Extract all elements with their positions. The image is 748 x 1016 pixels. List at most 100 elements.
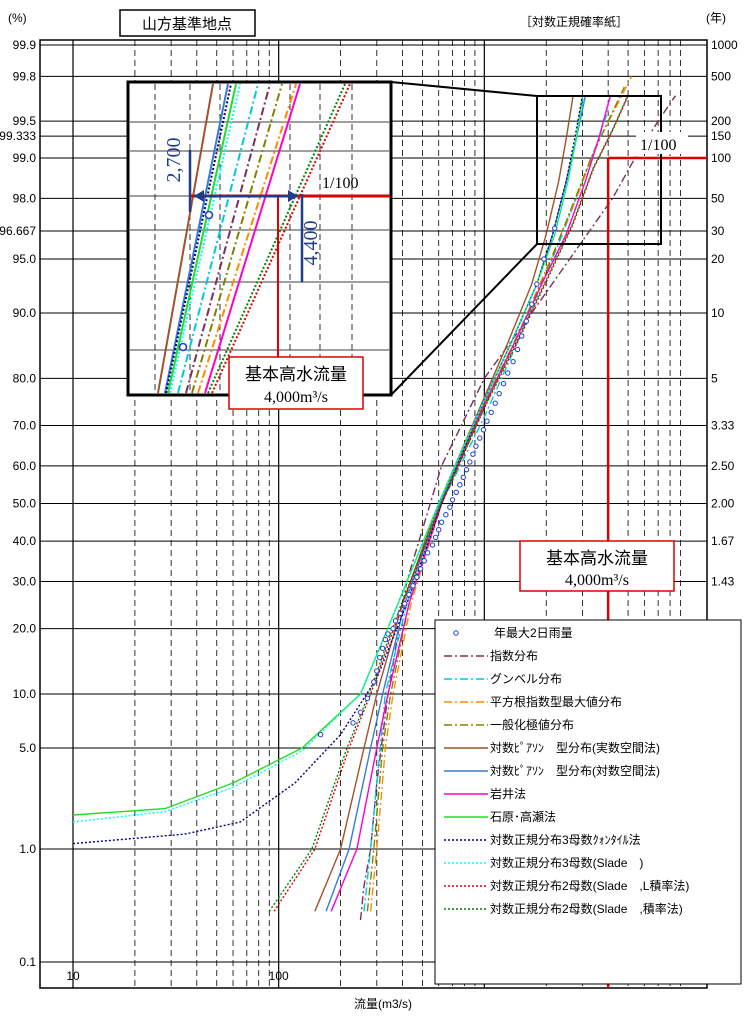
observed-point bbox=[401, 601, 408, 607]
inset-series-line bbox=[211, 83, 351, 394]
y-tick-label: 98.0 bbox=[13, 191, 37, 205]
zoom-connector-top bbox=[390, 81, 538, 97]
y-tick-label: 90.0 bbox=[13, 306, 37, 320]
observed-point bbox=[364, 695, 371, 702]
inset-design-value: 4,000m³/s bbox=[264, 389, 328, 406]
return-period-tick-label: 150 bbox=[711, 129, 731, 143]
y-tick-label: 30.0 bbox=[13, 574, 37, 588]
legend-box bbox=[434, 619, 742, 985]
design-flow-box bbox=[519, 540, 675, 592]
observed-point bbox=[477, 435, 483, 441]
inset-series-line bbox=[165, 83, 232, 394]
y-tick-label: 0.1 bbox=[19, 955, 36, 969]
inset-series-line bbox=[204, 83, 301, 394]
y-tick-label: 40.0 bbox=[13, 534, 37, 548]
y-tick-label: 1.0 bbox=[19, 842, 36, 856]
series-layer bbox=[72, 76, 707, 988]
observed-point bbox=[397, 610, 403, 617]
inset-high-label: 4,400 bbox=[300, 221, 322, 266]
observed-point bbox=[438, 519, 445, 525]
y-tick-label: 50.0 bbox=[13, 497, 37, 511]
return-period-tick-label: 30 bbox=[711, 224, 725, 238]
legend-label: 平方根指数型最大値分布 bbox=[490, 694, 622, 709]
y-tick-label: 99.5 bbox=[13, 114, 37, 128]
observed-point bbox=[467, 459, 473, 465]
observed-point bbox=[470, 451, 476, 457]
x-tick-label: 100 bbox=[269, 969, 289, 983]
y-tick-label: 99.0 bbox=[13, 151, 37, 165]
observed-point bbox=[505, 370, 511, 376]
design-flow-value: 4,000m³/s bbox=[565, 572, 629, 589]
y-tick-label: 99.333 bbox=[0, 129, 36, 143]
legend-label: 対数ﾋﾟｱｿﾝ 型分布(対数空間法) bbox=[490, 763, 660, 778]
series-line bbox=[268, 95, 629, 912]
observed-point bbox=[377, 654, 383, 661]
series-line bbox=[366, 86, 626, 912]
main-1-100-bg bbox=[636, 132, 688, 154]
observed-point bbox=[534, 281, 540, 287]
inset-observed-point bbox=[178, 342, 188, 352]
inset-arrow-head-left bbox=[194, 190, 204, 202]
y-tick-label: 80.0 bbox=[13, 371, 37, 385]
return-period-tick-label: 20 bbox=[711, 252, 725, 266]
observed-point bbox=[421, 558, 427, 564]
main-1-100-label: 1/100 bbox=[640, 137, 676, 154]
observed-point bbox=[449, 497, 456, 503]
y-tick-label: 70.0 bbox=[13, 419, 37, 433]
inset-series-line bbox=[207, 83, 346, 394]
observed-point bbox=[424, 550, 431, 556]
inset-design-box bbox=[228, 356, 364, 410]
observed-points bbox=[317, 225, 558, 842]
left-unit-label: (%) bbox=[8, 11, 27, 25]
series-line bbox=[314, 95, 574, 912]
x-axis-label: 流量(m3/s) bbox=[354, 997, 412, 1011]
x-tick-label: 10 bbox=[66, 969, 80, 983]
observed-point bbox=[510, 358, 516, 365]
y-tick-label: 99.8 bbox=[13, 69, 37, 83]
inset-series-line bbox=[169, 83, 241, 394]
observed-point bbox=[500, 380, 507, 387]
observed-point bbox=[463, 466, 470, 473]
observed-point bbox=[496, 390, 502, 397]
y-tick-label: 95.0 bbox=[13, 252, 37, 266]
return-period-tick-label: 5 bbox=[711, 371, 718, 385]
y-tick-label: 5.0 bbox=[19, 741, 36, 755]
return-period-tick-label: 200 bbox=[711, 114, 731, 128]
observed-point bbox=[529, 301, 535, 307]
inset-low-label: 2,700 bbox=[163, 138, 185, 183]
observed-point bbox=[432, 534, 439, 541]
inset-observed-point bbox=[204, 210, 214, 220]
design-flow-annotation: 基本高水流量 4,000m³/s bbox=[519, 540, 675, 592]
legend-marker bbox=[453, 630, 459, 636]
legend-label: 石原･高瀬法 bbox=[490, 809, 556, 824]
series-line bbox=[359, 95, 677, 921]
series-line bbox=[273, 95, 629, 912]
legend-label: 対数正規分布2母数(Slade ,L積率法) bbox=[490, 878, 689, 893]
return-period-tick-label: 1.67 bbox=[711, 534, 735, 548]
observed-point bbox=[374, 668, 380, 674]
return-period-tick-label: 2.50 bbox=[711, 459, 735, 473]
legend-label: 対数正規分布2母数(Slade ,積率法) bbox=[490, 901, 683, 916]
observed-point bbox=[523, 318, 530, 324]
design-flow-label: 基本高水流量 bbox=[546, 549, 648, 568]
observed-point bbox=[406, 591, 412, 598]
series-line bbox=[363, 109, 609, 912]
return-period-tick-label: 2.00 bbox=[711, 497, 735, 511]
observed-point bbox=[390, 625, 396, 632]
observed-point bbox=[443, 511, 449, 518]
legend: 年最大2日雨量指数分布グンベル分布平方根指数型最大値分布一般化極値分布対数ﾋﾟｱ… bbox=[434, 619, 742, 985]
observed-point bbox=[488, 409, 494, 416]
observed-point bbox=[514, 346, 521, 353]
inset-design-label: 基本高水流量 bbox=[245, 365, 347, 384]
observed-point bbox=[392, 618, 399, 624]
paper-label: ［対数正規確率紙］ bbox=[520, 14, 628, 29]
return-period-tick-label: 500 bbox=[711, 69, 731, 83]
inset-series-line bbox=[185, 83, 271, 394]
inset-series-line bbox=[167, 83, 237, 394]
inset-series-line bbox=[157, 83, 214, 394]
legend-label: 一般化極値分布 bbox=[490, 717, 574, 732]
observed-point bbox=[460, 474, 466, 480]
legend-label: グンベル分布 bbox=[490, 672, 562, 686]
observed-point bbox=[382, 636, 389, 643]
observed-point bbox=[480, 427, 487, 433]
